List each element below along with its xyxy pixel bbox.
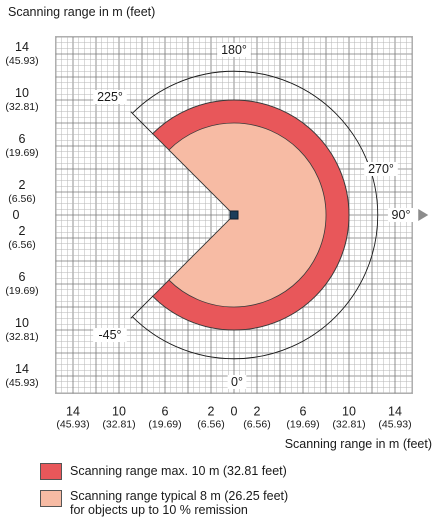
angle-label: 225° bbox=[97, 90, 123, 104]
angle-label-bg bbox=[364, 162, 398, 176]
legend-swatch-typical-range bbox=[40, 490, 62, 507]
x-axis-ticks: 14(45.93)10(32.81)6(19.69)2(6.56)0 2(6.56… bbox=[56, 404, 411, 430]
y-tick-label: 14 bbox=[15, 362, 29, 376]
x-tick-label: 6 bbox=[162, 404, 169, 418]
x-tick-label-feet: (19.69) bbox=[148, 418, 181, 430]
x-tick-label-feet: (45.93) bbox=[56, 418, 89, 430]
angle-dimension-arc bbox=[132, 70, 379, 360]
y-tick-label: 6 bbox=[19, 132, 26, 146]
y-tick-label-feet: (32.81) bbox=[5, 331, 38, 343]
angle-extension-line bbox=[130, 295, 154, 319]
angle-labels: 180° 225° 270° 90° -45° 0° bbox=[93, 43, 415, 389]
x-tick-label-feet: (6.56) bbox=[197, 418, 224, 430]
y-tick-label-feet: (45.93) bbox=[5, 55, 38, 67]
y-tick-label: 6 bbox=[19, 270, 26, 284]
direction-arrow-icon bbox=[418, 209, 429, 221]
y-tick-label-feet: (6.56) bbox=[8, 193, 35, 205]
angle-extension-line bbox=[130, 111, 154, 135]
angle-arc bbox=[130, 70, 379, 360]
scan-fields bbox=[151, 99, 350, 331]
y-tick-label-feet: (32.81) bbox=[5, 101, 38, 113]
x-tick-label-feet: (19.69) bbox=[286, 418, 319, 430]
y-tick-label-feet: (19.69) bbox=[5, 147, 38, 159]
typical-range-field bbox=[168, 122, 327, 308]
x-axis-title: Scanning range in m (feet) bbox=[285, 437, 432, 451]
x-tick-label: 2 bbox=[254, 404, 261, 418]
legend-label-typical-range-line2: for objects up to 10 % remission bbox=[70, 503, 248, 517]
angle-label: 90° bbox=[392, 208, 411, 222]
angle-label-bg bbox=[93, 328, 127, 342]
y-tick-label: 10 bbox=[15, 86, 29, 100]
angle-label-bg bbox=[93, 90, 127, 104]
y-tick-label: 14 bbox=[15, 40, 29, 54]
angle-label: 0° bbox=[231, 375, 243, 389]
y-tick-label-feet: (19.69) bbox=[5, 285, 38, 297]
y-axis-ticks: 14(45.93)10(32.81)6(19.69)2(6.56)02(6.56… bbox=[5, 40, 38, 389]
y-tick-label: 2 bbox=[19, 224, 26, 238]
angle-label: 180° bbox=[221, 43, 247, 57]
angle-label-bg bbox=[387, 208, 415, 222]
x-tick-label: 14 bbox=[66, 404, 80, 418]
scanner-icon bbox=[229, 210, 239, 220]
angle-label-bg bbox=[227, 375, 247, 389]
y-tick-label: 0 bbox=[13, 208, 20, 222]
legend-label-max-range: Scanning range max. 10 m (32.81 feet) bbox=[70, 464, 287, 478]
x-tick-label: 10 bbox=[112, 404, 126, 418]
legend-item-max-range: Scanning range max. 10 m (32.81 feet) bbox=[40, 463, 440, 480]
legend-item-typical-range: Scanning range typical 8 m (26.25 feet) … bbox=[40, 489, 440, 519]
angle-label-bg bbox=[217, 43, 251, 57]
legend-label-typical-range: Scanning range typical 8 m (26.25 feet) bbox=[70, 489, 289, 503]
x-tick-label-feet: (32.81) bbox=[102, 418, 135, 430]
x-tick-label-feet: (45.93) bbox=[378, 418, 411, 430]
x-tick-label: 14 bbox=[388, 404, 402, 418]
x-tick-label: 2 bbox=[208, 404, 215, 418]
x-tick-label: 10 bbox=[342, 404, 356, 418]
y-tick-label-feet: (6.56) bbox=[8, 239, 35, 251]
x-tick-label: 6 bbox=[300, 404, 307, 418]
legend-swatch-max-range bbox=[40, 463, 62, 480]
x-tick-label-feet: (32.81) bbox=[332, 418, 365, 430]
y-axis-title: Scanning range in m (feet) bbox=[8, 5, 155, 19]
angle-label: -45° bbox=[98, 328, 121, 342]
x-tick-label: 0 bbox=[231, 404, 238, 418]
y-tick-label-feet: (45.93) bbox=[5, 377, 38, 389]
x-tick-label-feet: (6.56) bbox=[243, 418, 270, 430]
y-tick-label: 10 bbox=[15, 316, 29, 330]
y-tick-label: 2 bbox=[19, 178, 26, 192]
angle-label: 270° bbox=[368, 162, 394, 176]
